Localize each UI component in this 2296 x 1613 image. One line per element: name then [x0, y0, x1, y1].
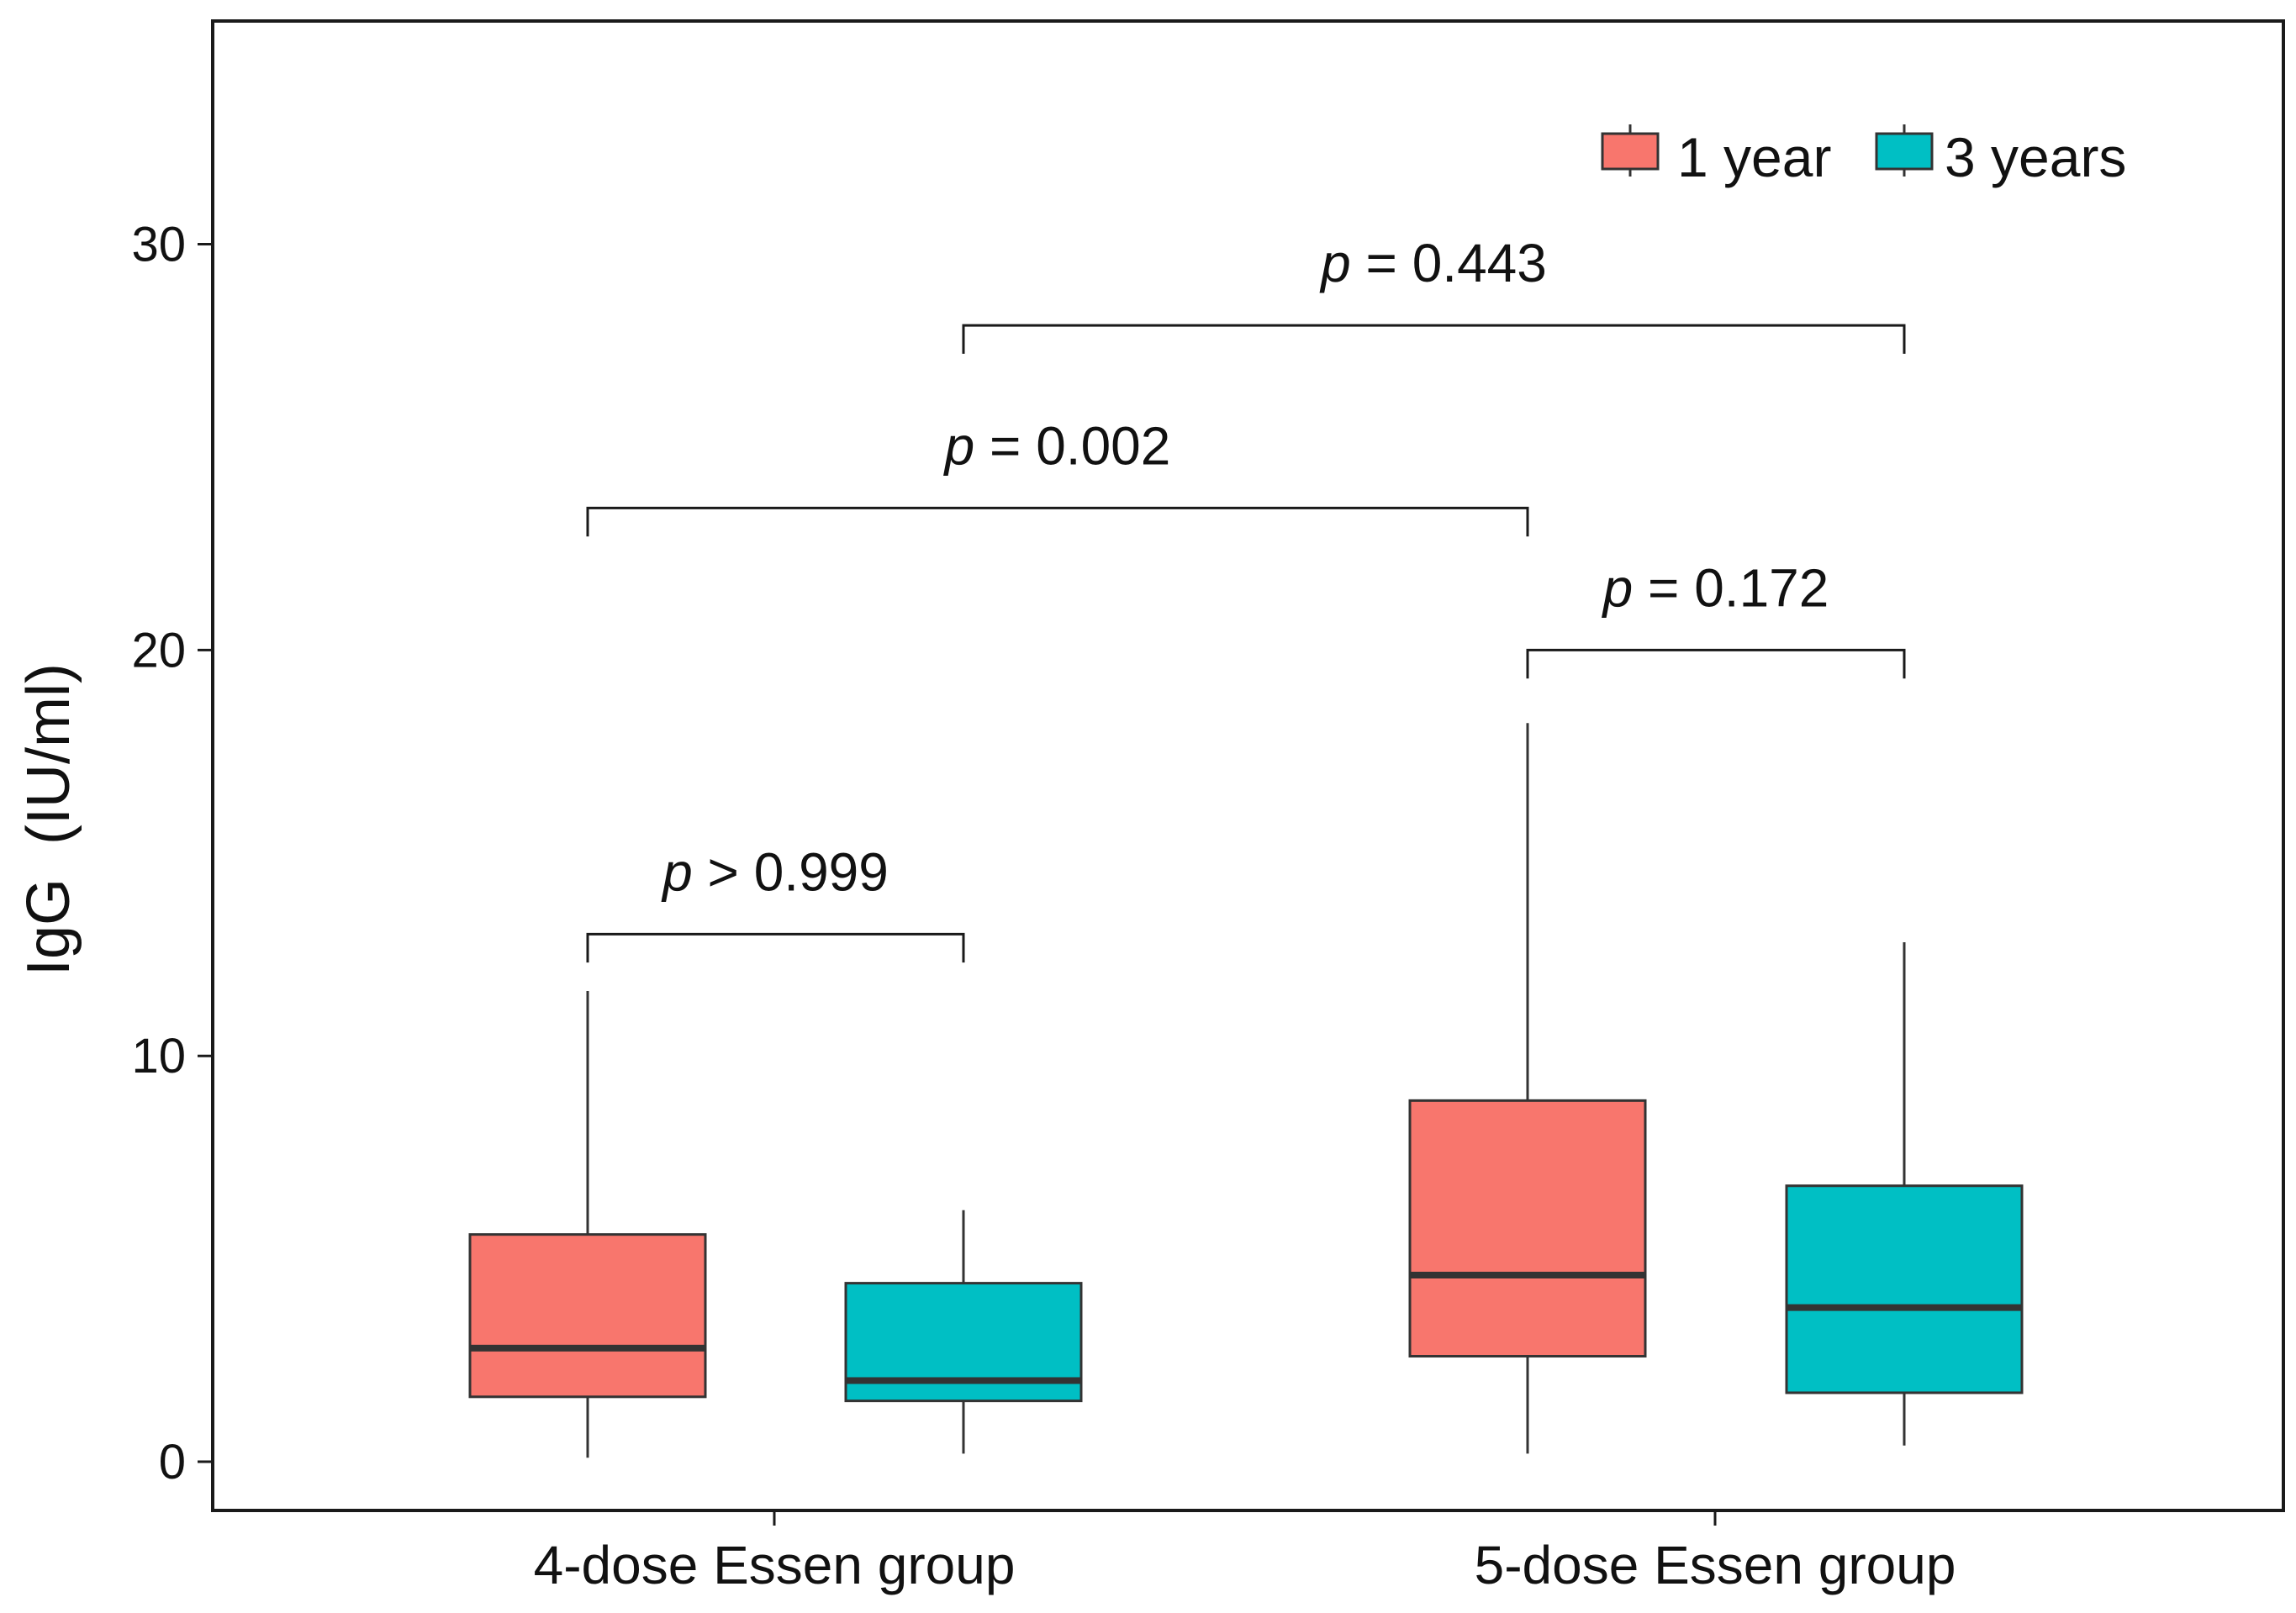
x-category-label: 5-dose Essen group: [1475, 1535, 1956, 1595]
y-axis-title: IgG (IU/ml): [15, 663, 82, 976]
box-body: [1408, 1099, 1647, 1358]
box-series: [468, 723, 2024, 1458]
y-tick-label: 0: [159, 1435, 186, 1489]
p-symbol: p: [661, 841, 693, 902]
p-symbol: p: [1319, 233, 1351, 293]
legend-key-swatch: [1875, 132, 1934, 171]
legend-key-swatch: [1601, 132, 1660, 171]
y-tick-label: 30: [131, 218, 186, 272]
p-value-text: = 0.443: [1351, 233, 1547, 293]
axes: 0 10 20 30 4-dose Essen group 5-dose Essen gr…: [131, 19, 2285, 1595]
legend-label: 3 years: [1945, 126, 2126, 188]
p-symbol: p: [1602, 557, 1634, 618]
box-1-year-4-dose: [468, 990, 707, 1458]
box-body: [1785, 1184, 2024, 1394]
p-value-text: = 0.172: [1633, 557, 1829, 618]
legend-item-1-year: 1 year: [1601, 124, 1831, 188]
box-3-years-4-dose: [844, 1210, 1083, 1454]
box-1-year-5-dose: [1408, 723, 1647, 1454]
legend-item-3-years: 3 years: [1875, 124, 2126, 188]
significance-bracket: p = 0.443: [962, 233, 1906, 354]
p-value-label: p = 0.172: [1602, 557, 1829, 618]
p-value-label: p > 0.999: [661, 841, 889, 902]
y-tick-label: 20: [131, 623, 186, 677]
p-value-label: p = 0.443: [1319, 233, 1547, 293]
bracket-line: [1526, 648, 1906, 679]
significance-bracket: p = 0.002: [586, 415, 1529, 537]
significance-bracket: p > 0.999: [586, 841, 965, 963]
significance-bracket: p = 0.172: [1526, 557, 1906, 679]
bracket-line: [586, 932, 965, 963]
box-body: [468, 1233, 707, 1399]
box-3-years-5-dose: [1785, 942, 2024, 1446]
plot-border: [211, 19, 2285, 1512]
p-value-text: > 0.999: [693, 841, 889, 902]
p-symbol: p: [943, 415, 975, 476]
bracket-line: [586, 506, 1529, 537]
legend-label: 1 year: [1677, 126, 1831, 188]
y-tick-label: 10: [131, 1029, 186, 1083]
legend: 1 year 3 years: [1601, 124, 2126, 188]
x-category-label: 4-dose Essen group: [534, 1535, 1016, 1595]
bracket-line: [962, 324, 1906, 354]
p-value-text: = 0.002: [974, 415, 1170, 476]
p-value-label: p = 0.002: [943, 415, 1171, 476]
